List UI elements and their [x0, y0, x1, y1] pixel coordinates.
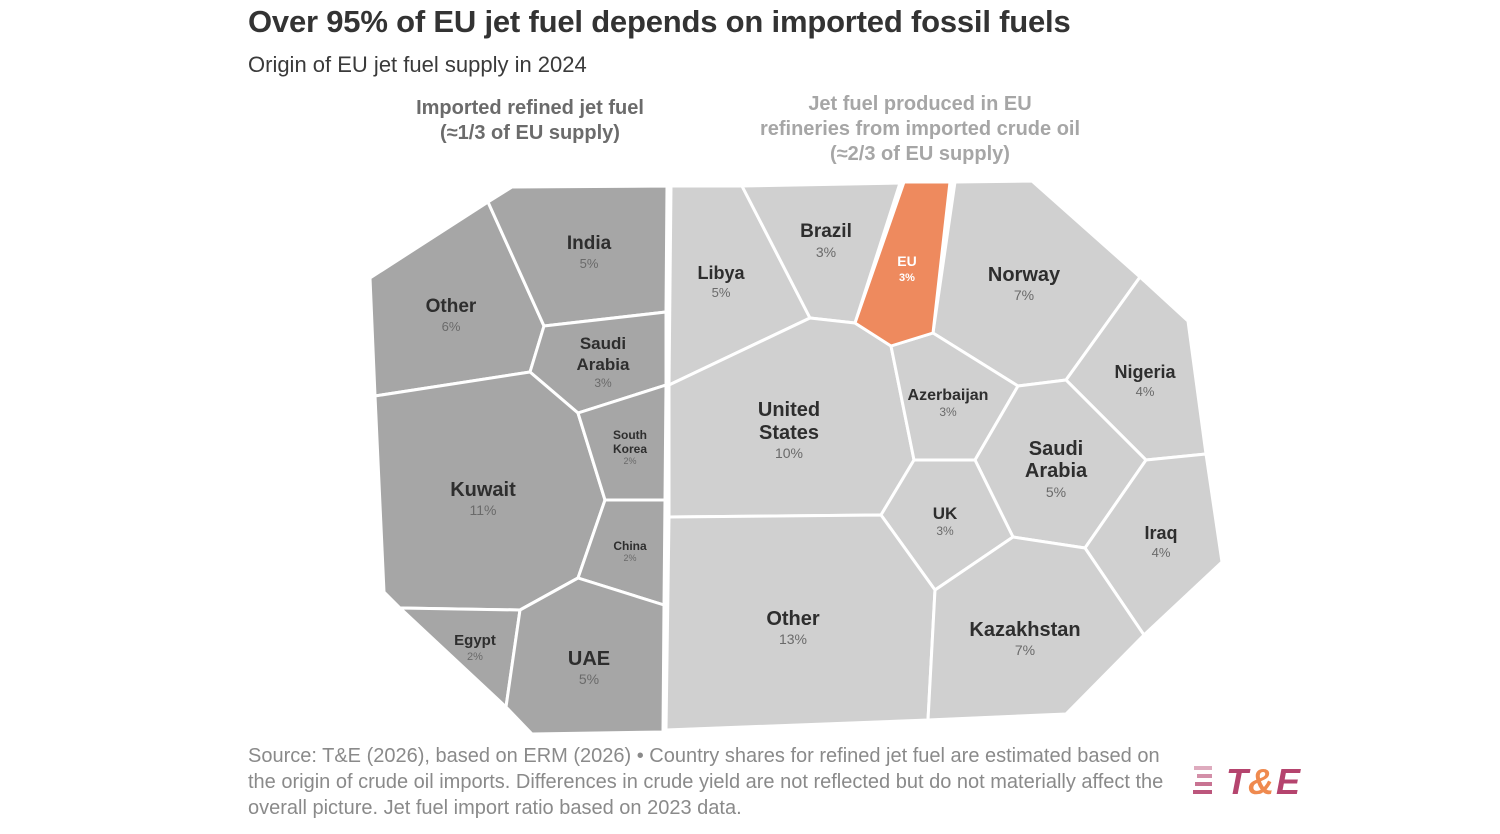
labels-right: Libya 5% Brazil 3% EU 3% Norway 7% Unite…	[697, 221, 1177, 658]
label-name: Other	[426, 296, 477, 317]
labels-left: Other 6% India 5% Saudi Arabia 3% Kuwait…	[426, 233, 648, 687]
label-pct: 11%	[470, 502, 497, 518]
group-label-eu-refined: Jet fuel produced in EU refineries from …	[720, 92, 1120, 167]
cell-right-kazakhstan[interactable]	[926, 535, 1146, 722]
label-name: Arabia	[1025, 460, 1088, 482]
group-label-imported-refined: Imported refined jet fuel (≈1/3 of EU su…	[370, 96, 690, 146]
label-name: Brazil	[800, 221, 852, 242]
label-pct: 4%	[1152, 545, 1171, 560]
label-pct: 5%	[579, 671, 599, 687]
label-name: Azerbaijan	[908, 387, 989, 404]
group-label-line: (≈2/3 of EU supply)	[830, 143, 1010, 165]
label-name: Korea	[613, 442, 647, 456]
label-name: Nigeria	[1114, 362, 1176, 382]
label-name: United	[758, 399, 820, 421]
label-name: Saudi	[580, 334, 626, 353]
label-name: Kuwait	[450, 479, 516, 501]
group-label-line: (≈1/3 of EU supply)	[440, 122, 620, 144]
label-pct: 3%	[816, 244, 836, 260]
label-name: UK	[933, 504, 958, 523]
label-name: Iraq	[1144, 523, 1177, 543]
label-name: States	[759, 422, 819, 444]
cell-right-eu[interactable]	[853, 180, 952, 348]
cell-left-uae[interactable]	[504, 576, 666, 736]
group-label-line: refineries from imported crude oil	[759, 118, 1081, 140]
label-pct: 2%	[623, 456, 636, 466]
label-pct: 5%	[1046, 484, 1066, 500]
label-name: Arabia	[577, 355, 630, 374]
label-name: South	[613, 428, 647, 442]
label-name: Kazakhstan	[969, 619, 1080, 641]
label-pct: 3%	[594, 376, 612, 390]
group-eu-refined	[664, 179, 1224, 732]
logo-amp: &	[1248, 761, 1274, 802]
label-pct: 2%	[467, 651, 483, 663]
group-label-line: Imported refined jet fuel	[416, 97, 644, 119]
label-name: UAE	[568, 648, 610, 670]
logo-e: E	[1276, 761, 1301, 802]
label-pct: 6%	[442, 319, 461, 334]
label-name: Egypt	[454, 632, 496, 649]
label-pct: 2%	[623, 553, 636, 563]
label-pct: 13%	[779, 631, 807, 647]
te-logo: T & E	[1193, 761, 1301, 802]
label-name: Other	[766, 608, 820, 630]
label-pct: 10%	[775, 445, 803, 461]
speed-lines-icon	[1193, 766, 1212, 794]
cell-left-india[interactable]	[486, 184, 669, 328]
label-name: India	[567, 233, 612, 254]
label-name: Saudi	[1029, 438, 1083, 460]
label-name: China	[613, 539, 647, 553]
label-pct: 5%	[580, 256, 599, 271]
cell-right-iraq[interactable]	[1083, 452, 1224, 637]
chart-title: Over 95% of EU jet fuel depends on impor…	[248, 4, 1071, 39]
label-pct: 5%	[712, 285, 731, 300]
label-pct: 7%	[1015, 642, 1035, 658]
cell-left-egypt[interactable]	[398, 606, 522, 709]
label-pct: 3%	[939, 405, 957, 419]
chart-subtitle: Origin of EU jet fuel supply in 2024	[248, 52, 587, 77]
label-name: Norway	[988, 264, 1061, 286]
group-imported-refined	[368, 184, 669, 736]
logo-t: T	[1226, 761, 1251, 802]
label-pct: 4%	[1136, 384, 1155, 399]
label-pct: 3%	[936, 524, 954, 538]
source-note: Source: T&E (2026), based on ERM (2026) …	[248, 745, 1164, 819]
label-pct: 3%	[899, 272, 915, 284]
label-pct: 7%	[1014, 287, 1034, 303]
label-name: EU	[897, 253, 916, 269]
group-label-line: Jet fuel produced in EU	[808, 93, 1032, 115]
label-name: Libya	[697, 263, 745, 283]
